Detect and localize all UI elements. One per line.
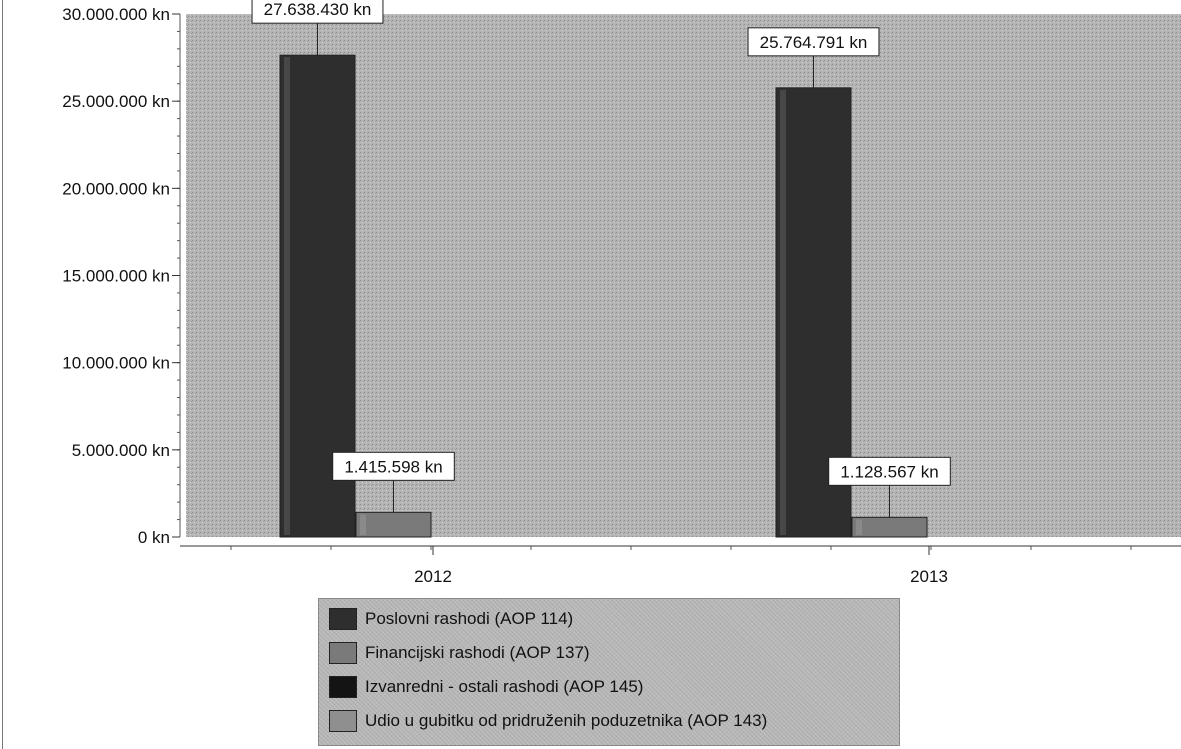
legend-label: Financijski rashodi (AOP 137)	[365, 643, 590, 662]
bar	[355, 511, 432, 538]
y-tick-label: 30.000.000 kn	[62, 5, 170, 24]
x-tick-label: 2013	[910, 567, 948, 586]
legend-swatch	[329, 642, 357, 664]
y-tick-label: 10.000.000 kn	[62, 354, 170, 373]
data-label: 1.128.567 kn	[840, 462, 938, 481]
legend-item: Financijski rashodi (AOP 137)	[329, 639, 590, 667]
legend-item: Izvanredni - ostali rashodi (AOP 145)	[329, 673, 643, 701]
legend-label: Izvanredni - ostali rashodi (AOP 145)	[365, 677, 644, 696]
data-label-box	[828, 456, 951, 486]
legend-swatch	[329, 710, 357, 732]
legend-label: Poslovni rashodi (AOP 114)	[365, 609, 574, 628]
legend-swatch	[329, 608, 357, 630]
legend-label: Udio u gubitku od pridruženih poduzetnik…	[365, 711, 768, 730]
data-label: 27.638.430 kn	[264, 0, 372, 19]
bar-highlight	[360, 514, 366, 535]
bar	[851, 516, 928, 538]
data-label: 1.415.598 kn	[344, 457, 442, 476]
y-tick-label: 25.000.000 kn	[62, 92, 170, 111]
left-border	[2, 0, 3, 749]
chart-svg: 0 kn 5.000.000 kn 10.000.000 kn 15.000.000 …	[62, 0, 1181, 586]
legend-item: Udio u gubitku od pridruženih poduzetnik…	[329, 707, 767, 735]
y-tick-label: 0 kn	[138, 528, 170, 547]
data-label-box	[332, 451, 455, 481]
y-tick-label: 20.000.000 kn	[62, 179, 170, 198]
y-tick-label: 15.000.000 kn	[62, 267, 170, 286]
data-label-box	[747, 27, 880, 57]
bar-highlight	[780, 89, 786, 536]
bar-highlight	[856, 519, 862, 535]
x-tick-label: 2012	[414, 567, 452, 586]
data-label-box	[251, 0, 384, 24]
legend: Poslovni rashodi (AOP 114) Financijski ra…	[318, 598, 900, 746]
data-label: 25.764.791 kn	[760, 33, 868, 52]
y-tick-label: 5.000.000 kn	[72, 441, 170, 460]
bar-highlight	[284, 57, 290, 535]
legend-swatch	[329, 676, 357, 698]
legend-item: Poslovni rashodi (AOP 114)	[329, 605, 573, 633]
